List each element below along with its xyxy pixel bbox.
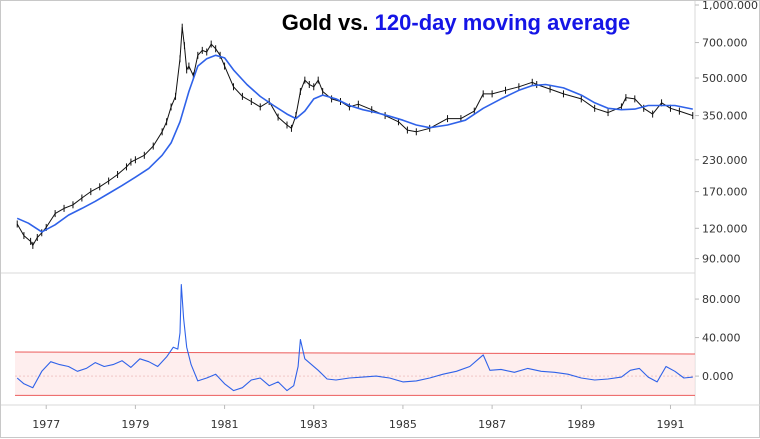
price-series-line (16, 26, 693, 246)
x-tick-label: 1987 (478, 418, 506, 431)
x-tick-label: 1977 (32, 418, 60, 431)
x-tick-label: 1985 (389, 418, 417, 431)
title-part-black: Gold vs. (282, 10, 375, 35)
axes-layer: 1,000.000 700.000 500.000 350.000 230.000 170… (32, 1, 758, 431)
osc-y-tick-label: 0.000 (702, 370, 734, 383)
oscillator-line (16, 284, 693, 392)
x-tick-label: 1979 (121, 418, 149, 431)
y-tick-label: 500.000 (702, 72, 748, 85)
chart-title: Gold vs. 120-day moving average (282, 10, 631, 35)
y-tick-label: 120.000 (702, 222, 748, 235)
y-tick-label: 350.000 (702, 110, 748, 123)
x-tick-label: 1991 (656, 418, 684, 431)
title-part-blue: 120-day moving average (375, 10, 631, 35)
x-tick-label: 1989 (567, 418, 595, 431)
series-layer (16, 23, 694, 392)
osc-band-fill (15, 352, 695, 396)
x-tick-label: 1981 (211, 418, 239, 431)
y-tick-label: 1,000.000 (702, 1, 758, 12)
x-tick-label: 1983 (300, 418, 328, 431)
osc-y-tick-label: 80.000 (702, 293, 741, 306)
osc-y-tick-label: 40.000 (702, 332, 741, 345)
y-tick-label: 700.000 (702, 37, 748, 50)
osc-band-upper (14, 351, 696, 355)
band-layer (14, 351, 696, 396)
moving-average-line (16, 54, 693, 233)
grid-layer (1, 1, 760, 406)
y-tick-label: 230.000 (702, 154, 748, 167)
y-tick-label: 90.000 (702, 253, 741, 266)
y-tick-label: 170.000 (702, 186, 748, 199)
